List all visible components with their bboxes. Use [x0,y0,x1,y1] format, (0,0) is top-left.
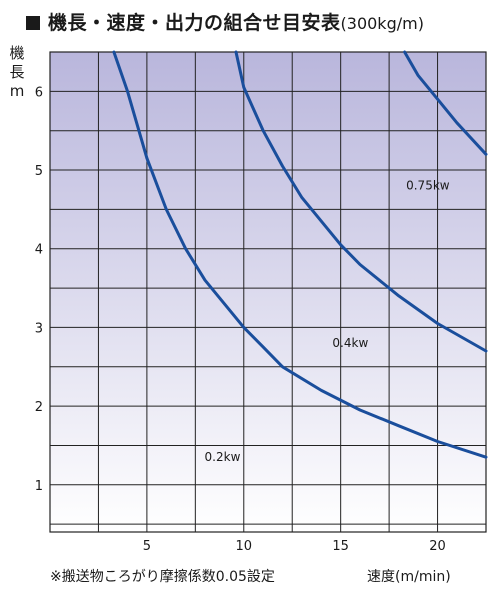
y-axis-label-char-3: m [9,82,25,100]
curve-label-0.4kw: 0.4kw [332,336,368,350]
y-tick-label: 5 [35,164,43,179]
y-tick-label: 6 [35,85,43,100]
series-line-0.75kw [403,50,488,156]
y-tick-labels: 1 2 3 4 5 6 [35,85,43,493]
y-tick-label: 4 [35,243,43,258]
series-line-0.4kw [234,50,488,353]
y-tick-label: 3 [35,321,43,336]
y-tick-label: 2 [35,400,43,415]
x-tick-label: 15 [332,539,349,554]
x-tick-labels: 5 10 15 20 [143,539,446,554]
curve-labels: 0.2kw 0.4kw 0.75kw [205,179,450,464]
y-axis-label-char-2: 長 [9,63,25,81]
x-axis-label: 速度(m/min) [367,569,451,585]
chart-title-main: 機長・速度・出力の組合せ目安表 [48,12,341,34]
y-tick-label: 1 [35,479,43,494]
curve-label-0.2kw: 0.2kw [205,450,241,464]
x-tick-label: 10 [236,539,253,554]
series-group [112,50,488,459]
plot-background [50,52,486,532]
plot-frame [49,51,487,533]
chart-title: 機長・速度・出力の組合せ目安表(300kg/m) [26,8,424,35]
footnote: ※搬送物ころがり摩擦係数0.05設定 [50,569,275,585]
square-bullet-icon [26,16,40,30]
grid [49,51,487,533]
chart-title-unit: (300kg/m) [340,14,424,33]
curve-label-0.75kw: 0.75kw [406,179,450,193]
x-tick-label: 20 [429,539,446,554]
x-tick-label: 5 [143,539,151,554]
series-line-0.2kw [112,50,488,459]
y-axis-label: 機 長 m [6,44,28,101]
y-axis-label-char-1: 機 [9,44,25,62]
